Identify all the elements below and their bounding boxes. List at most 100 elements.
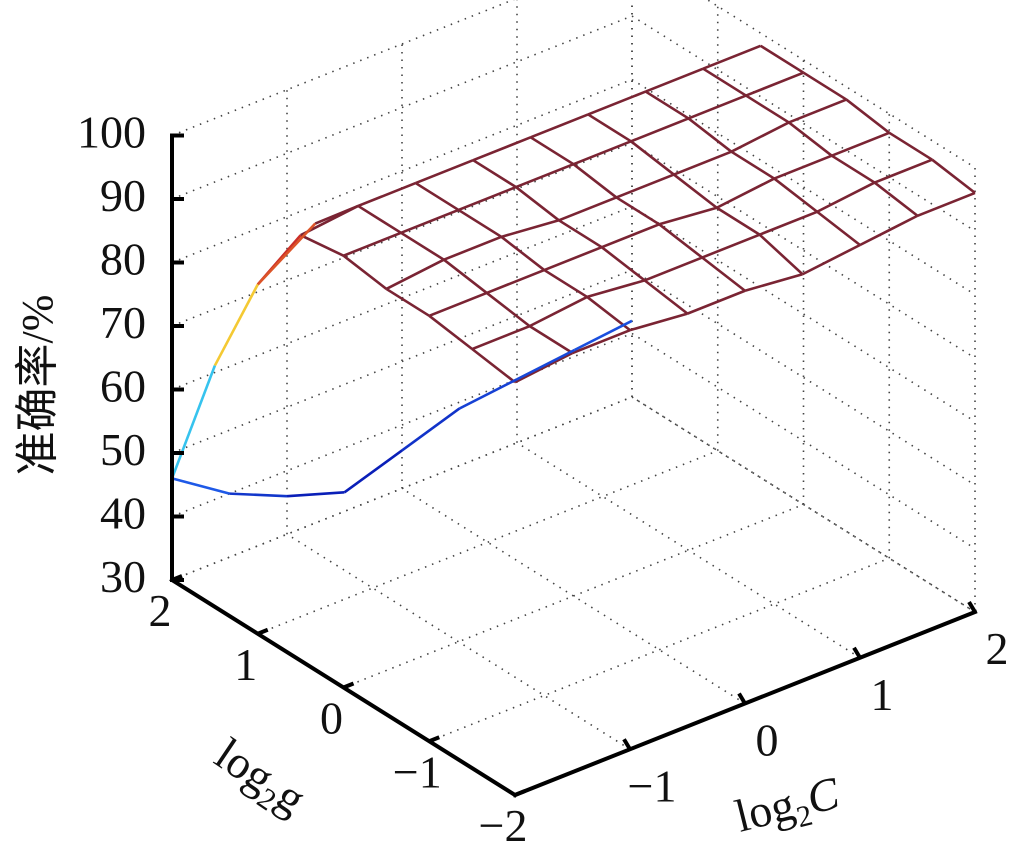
back-wall-gridline <box>171 396 633 581</box>
mesh-line <box>515 186 560 222</box>
side-wall-gridline <box>631 332 976 550</box>
mesh-line <box>414 181 460 212</box>
mesh-line <box>385 287 430 317</box>
x-tick <box>852 646 862 659</box>
mesh-line <box>644 256 703 282</box>
mesh-line <box>485 291 531 328</box>
y-tick <box>257 627 269 636</box>
mesh-line <box>486 268 545 295</box>
mesh-line <box>773 154 833 180</box>
tick-labels: 30 40 50 60 70 80 90 100 2 1 0 −1 −2 −1 0 1 2 <box>77 107 1009 852</box>
mesh-line <box>213 283 259 367</box>
y-tick-label: 0 <box>320 693 343 744</box>
mesh-line <box>572 163 618 199</box>
mesh-line <box>472 136 532 162</box>
mesh-line <box>457 208 503 238</box>
mesh-line <box>471 324 531 351</box>
mesh-line <box>831 154 876 184</box>
mesh-line <box>314 204 359 225</box>
y-tick <box>342 681 355 690</box>
side-wall-gridline <box>631 269 976 486</box>
mesh-line <box>401 407 461 452</box>
back-wall-gridline <box>171 0 515 137</box>
side-wall-gridline <box>631 142 976 359</box>
mesh-line <box>816 210 861 247</box>
mesh-line <box>601 223 660 249</box>
mesh-line <box>645 67 704 93</box>
mesh-line <box>471 347 516 384</box>
mesh-line <box>687 117 733 153</box>
x-tick <box>622 738 632 751</box>
mesh-line <box>286 491 345 498</box>
mesh-line <box>630 117 689 143</box>
mesh-line <box>558 219 603 249</box>
floor-gridline <box>343 503 804 689</box>
mesh-line <box>415 158 474 185</box>
mesh-line <box>917 191 976 217</box>
mesh-line <box>701 256 746 292</box>
mesh-line <box>673 150 732 176</box>
mesh-line <box>859 214 919 247</box>
mesh-line <box>342 254 388 290</box>
mesh-line <box>888 131 933 161</box>
mesh-line <box>629 312 688 332</box>
mesh-line <box>730 150 775 180</box>
mesh-line <box>931 158 976 194</box>
mesh-line <box>744 272 803 292</box>
z-tick-label: 80 <box>100 234 146 285</box>
z-tick-label: 50 <box>100 424 146 475</box>
mesh-line <box>643 279 689 315</box>
x-tick-label: 1 <box>871 669 894 720</box>
mesh-line <box>458 378 518 410</box>
mesh-line <box>788 121 833 157</box>
mesh-line <box>600 246 646 282</box>
mesh-line <box>587 90 647 116</box>
mesh-line <box>845 98 891 134</box>
mesh-line <box>873 181 919 217</box>
mesh-line <box>543 245 603 272</box>
mesh-line <box>229 492 288 498</box>
mesh-line <box>730 121 790 153</box>
mesh-line <box>759 44 805 74</box>
mesh-line <box>573 140 632 166</box>
back-wall-gridline <box>171 332 633 518</box>
mesh-line <box>702 67 747 97</box>
mesh-line <box>171 477 230 495</box>
mesh-line <box>788 98 847 124</box>
x-tick <box>967 600 977 614</box>
mesh-line <box>400 231 445 261</box>
mesh-line <box>716 177 775 209</box>
x-axis-label: log2C <box>730 767 847 849</box>
mesh-line <box>443 235 502 261</box>
mesh-line <box>801 243 861 276</box>
mesh-line <box>529 136 575 166</box>
mesh-line <box>514 351 574 384</box>
mesh-line <box>500 235 546 272</box>
mesh-line <box>515 162 574 189</box>
z-tick-label: 100 <box>77 107 146 158</box>
mesh-line <box>501 219 560 239</box>
mesh-line <box>874 158 933 184</box>
x-tick <box>737 692 747 705</box>
mesh-line <box>428 314 473 351</box>
z-axis-label: 准确率/% <box>13 295 62 476</box>
mesh-line <box>572 328 631 355</box>
y-tick-label: −2 <box>479 800 528 851</box>
y-tick <box>514 789 526 797</box>
floor-gridline <box>516 442 861 659</box>
mesh-line <box>400 208 459 235</box>
mesh-line <box>745 94 790 124</box>
mesh-line <box>385 258 445 291</box>
mesh-line <box>615 173 675 199</box>
y-tick-label: −1 <box>393 746 442 797</box>
mesh-line <box>256 222 317 286</box>
mesh-line <box>673 173 718 209</box>
floor-gridline <box>428 557 890 742</box>
mesh-line <box>516 348 576 381</box>
z-tick-label: 60 <box>100 361 146 412</box>
mesh-line <box>630 140 675 176</box>
mesh-line <box>586 279 645 299</box>
mesh-line <box>558 196 617 222</box>
